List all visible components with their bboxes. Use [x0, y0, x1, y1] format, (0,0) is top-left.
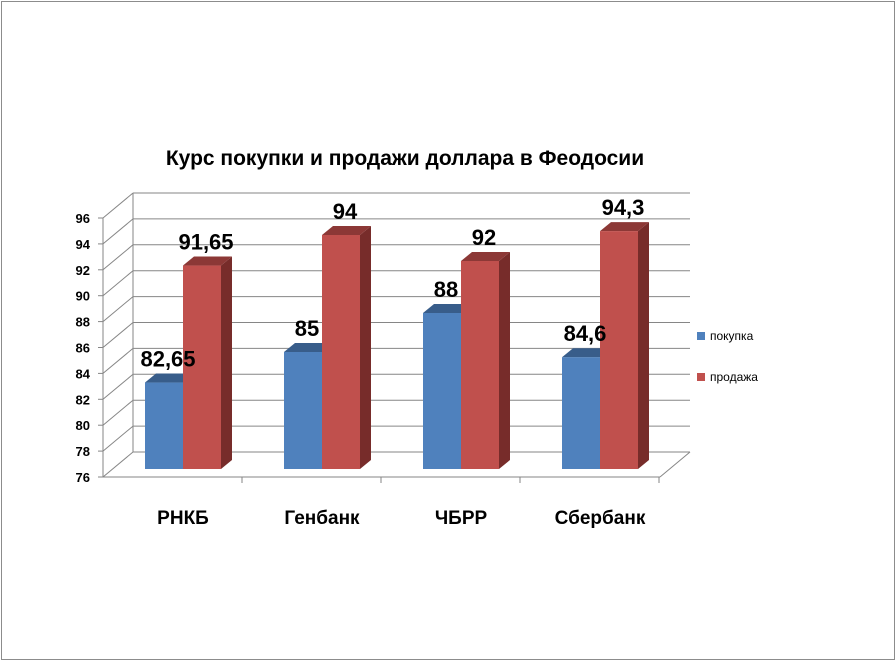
data-label: 91,65: [178, 230, 233, 255]
gridline-side: [102, 451, 134, 478]
bar-side-продажа: [221, 256, 232, 469]
gridline-side: [102, 218, 134, 245]
floor-edge: [659, 451, 691, 478]
legend-label: покупка: [710, 329, 754, 343]
data-label: 88: [434, 277, 458, 302]
gridline-side: [102, 192, 134, 219]
data-label: 82,65: [140, 347, 195, 372]
category-label: РНКБ: [157, 508, 209, 529]
bar-покупка: [145, 382, 183, 469]
bar-продажа: [322, 235, 360, 469]
bar-side-продажа: [360, 226, 371, 469]
category-label: Генбанк: [284, 508, 360, 529]
bar-top-продажа: [461, 252, 510, 261]
y-tick-label: 94: [76, 237, 91, 252]
bar-продажа: [600, 231, 638, 469]
bar-top-продажа: [600, 222, 649, 232]
bar-продажа: [461, 261, 499, 469]
gridline-side: [102, 244, 134, 271]
bar-покупка: [423, 313, 461, 469]
data-label: 94: [333, 199, 358, 224]
bar-top-продажа: [183, 256, 232, 266]
y-tick-label: 82: [76, 392, 90, 407]
y-tick-label: 90: [76, 289, 90, 304]
bar-покупка: [562, 357, 600, 469]
bar-top-покупка: [423, 304, 472, 313]
gridline-side: [102, 348, 134, 374]
bar-top-покупка: [145, 373, 194, 383]
gridline-side: [102, 399, 134, 426]
y-tick-label: 92: [76, 263, 90, 278]
y-tick-label: 84: [76, 366, 91, 381]
gridline-side: [102, 425, 134, 452]
bar-продажа: [183, 265, 221, 469]
category-label: Сбербанк: [555, 508, 646, 529]
legend-swatch-продажа: [697, 373, 705, 381]
data-label: 94,3: [602, 195, 645, 220]
bar-top-покупка: [562, 348, 611, 358]
bar-side-продажа: [499, 252, 510, 469]
category-label: ЧБРР: [435, 508, 488, 529]
gridline-side: [102, 296, 134, 322]
data-label: 85: [295, 316, 319, 341]
y-tick-label: 86: [76, 341, 90, 356]
gridline-side: [102, 322, 134, 348]
data-label: 84,6: [564, 321, 607, 346]
data-label: 92: [472, 225, 496, 250]
chart-title: Курс покупки и продажи доллара в Феодоси…: [166, 147, 644, 170]
legend-swatch-покупка: [697, 332, 705, 340]
bar-покупка: [284, 352, 322, 469]
bar-top-продажа: [322, 226, 371, 235]
y-tick-label: 78: [76, 444, 90, 459]
legend-label: продажа: [710, 370, 758, 384]
y-tick-label: 88: [76, 315, 90, 330]
y-tick-label: 80: [76, 418, 90, 433]
gridline-side: [102, 373, 134, 400]
y-tick-label: 96: [76, 211, 90, 226]
bar-top-покупка: [284, 343, 333, 352]
gridline-side: [102, 270, 134, 297]
y-tick-label: 76: [76, 470, 90, 485]
bar-side-продажа: [638, 222, 649, 469]
